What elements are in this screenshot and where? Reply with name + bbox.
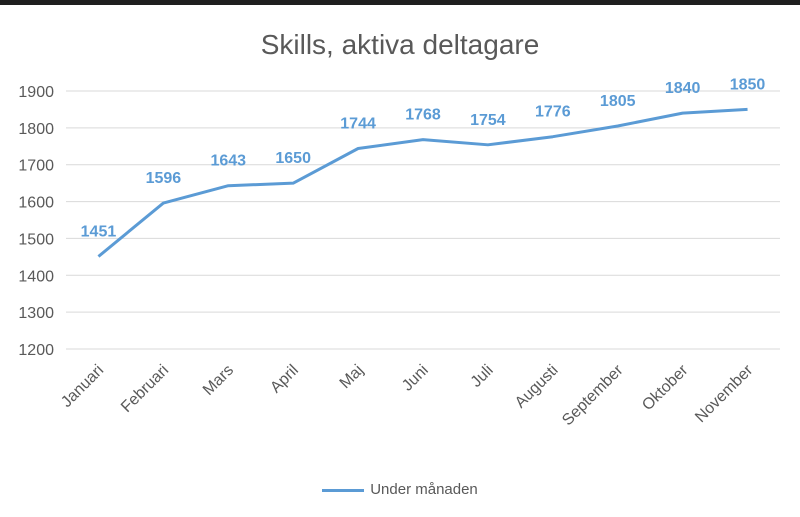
x-tick-label: November [692, 361, 757, 426]
data-label: 1850 [730, 76, 766, 93]
x-tick-label: Januari [58, 362, 107, 411]
x-tick-label: Juni [399, 362, 432, 395]
y-tick-label: 1800 [18, 121, 54, 138]
data-label: 1768 [405, 107, 441, 124]
y-tick-label: 1700 [18, 158, 54, 175]
chart: Skills, aktiva deltagare 1200 1300 1400 150… [0, 5, 800, 517]
chart-title: Skills, aktiva deltagare [260, 29, 540, 60]
data-label: 1754 [470, 112, 506, 129]
x-tick-label: Oktober [639, 361, 692, 414]
legend: Under månaden [0, 481, 800, 498]
x-tick-label: Februari [118, 362, 172, 416]
data-label: 1650 [275, 150, 311, 167]
x-tick-label: Mars [200, 362, 237, 399]
y-tick-label: 1900 [18, 84, 54, 101]
plot-area: 1200 1300 1400 1500 1600 1700 1800 1900 Januari F… [18, 76, 780, 429]
x-tick-label: Juli [468, 362, 497, 391]
legend-swatch [322, 488, 365, 492]
data-label: 1776 [535, 104, 571, 121]
data-label: 1643 [210, 153, 246, 170]
y-tick-label: 1400 [18, 268, 54, 285]
y-tick-label: 1200 [18, 342, 54, 359]
data-label: 1744 [340, 115, 376, 132]
y-tick-label: 1600 [18, 195, 54, 212]
legend-label: Under månaden [370, 481, 478, 498]
series-line [97, 107, 748, 258]
data-label: 1451 [81, 223, 117, 240]
x-tick-label: September [559, 361, 627, 429]
y-tick-label: 1300 [18, 305, 54, 322]
y-tick-label: 1500 [18, 231, 54, 248]
data-label: 1840 [665, 80, 701, 97]
x-tick-label: Maj [337, 362, 367, 392]
x-tick-label: April [267, 362, 302, 397]
x-tick-label: Augusti [512, 362, 562, 412]
data-label: 1596 [146, 170, 182, 187]
data-label: 1805 [600, 93, 636, 110]
top-bar [0, 0, 800, 5]
